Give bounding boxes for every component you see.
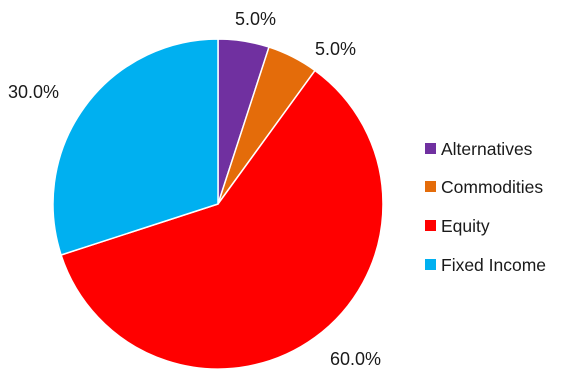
slice-label-alternatives: 5.0% xyxy=(235,9,276,29)
legend-swatch-alternatives xyxy=(425,143,436,154)
legend-swatch-fixed-income xyxy=(425,259,436,270)
legend: Alternatives Commodities Equity Fixed In… xyxy=(425,139,546,275)
legend-swatch-equity xyxy=(425,220,436,231)
legend-label-equity: Equity xyxy=(441,216,490,236)
legend-label-commodities: Commodities xyxy=(441,177,543,197)
legend-label-fixed-income: Fixed Income xyxy=(441,255,546,275)
pie-slices xyxy=(52,38,384,370)
legend-label-alternatives: Alternatives xyxy=(441,139,533,159)
slice-labels: 5.0% 5.0% 60.0% 30.0% xyxy=(8,9,381,369)
legend-entry-commodities: Commodities xyxy=(425,177,543,197)
legend-entry-equity: Equity xyxy=(425,216,490,236)
slice-label-commodities: 5.0% xyxy=(315,39,356,59)
slice-label-fixed-income: 30.0% xyxy=(8,82,59,102)
legend-entry-fixed-income: Fixed Income xyxy=(425,255,546,275)
legend-entry-alternatives: Alternatives xyxy=(425,139,533,159)
pie-slice-fixed-income xyxy=(52,38,219,256)
pie-slice-equity xyxy=(60,69,384,370)
legend-swatch-commodities xyxy=(425,181,436,192)
slice-label-equity: 60.0% xyxy=(330,349,381,369)
